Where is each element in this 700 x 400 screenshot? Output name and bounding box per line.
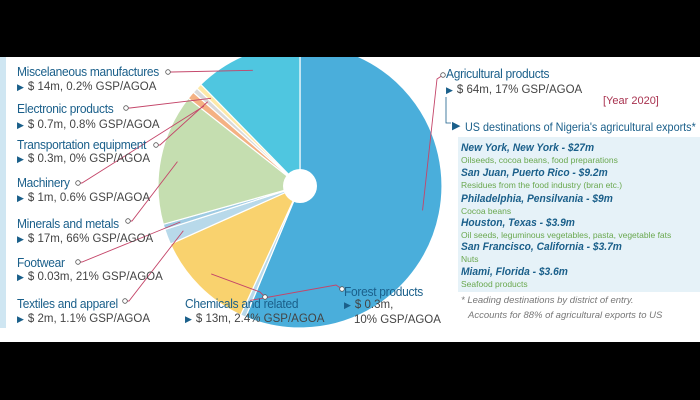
dest-desc-philadelphia: Cocoa beans bbox=[461, 206, 512, 216]
dest-city-philadelphia: Philadelphia, Pensilvania - $9m bbox=[461, 193, 613, 205]
pie-center-hole bbox=[283, 169, 317, 203]
label-textiles-apparel: Textiles and apparel bbox=[17, 296, 118, 311]
dest-city-miami: Miami, Florida - $3.6m bbox=[461, 266, 568, 278]
destinations-connector bbox=[445, 97, 451, 124]
leader-dot-minerals-and-metals bbox=[125, 218, 131, 224]
leader-dot-textiles-and-apparel bbox=[122, 298, 128, 304]
pie-slice-chemicals-and-related bbox=[169, 184, 302, 316]
value-forest-products-line2: 10% GSP/AGOA bbox=[354, 314, 441, 326]
left-accent-bar bbox=[0, 57, 6, 328]
infographic-panel: Miscelaneous manufactures ▶ $ 14m, 0.2% G… bbox=[0, 57, 700, 342]
leader-dot-transportation-equipment bbox=[153, 142, 159, 148]
pie-chart bbox=[75, 57, 451, 329]
label-transportation-equipment: Transportation equipment bbox=[17, 137, 147, 152]
footnote-share: Accounts for 88% of agricultural exports… bbox=[468, 310, 663, 321]
triangle-icon: ▶ bbox=[17, 82, 24, 92]
dest-city-san-juan: San Juan, Puerto Rico - $9.2m bbox=[461, 167, 608, 179]
leader-dot-forest-products bbox=[339, 286, 345, 292]
value-agricultural-products: ▶ $ 64m, 17% GSP/AGOA bbox=[446, 84, 583, 96]
dest-desc-miami: Seafood products bbox=[461, 279, 528, 289]
triangle-icon: ▶ bbox=[17, 193, 24, 203]
leader-dot-footwear bbox=[75, 259, 81, 265]
triangle-icon: ▶ bbox=[185, 314, 192, 324]
value-minerals-metals: ▶ $ 17m, 66% GSP/AGOA bbox=[17, 233, 154, 245]
value-chemicals: ▶ $ 13m, 2.4% GSP/AGOA bbox=[185, 313, 325, 325]
pie-slice-minerals-and-metals bbox=[157, 97, 302, 226]
triangle-icon: ▶ bbox=[17, 120, 24, 130]
dest-desc-new-york: Oilseeds, cocoa beans, food preparations bbox=[461, 155, 618, 165]
triangle-icon: ▶ bbox=[17, 154, 24, 164]
triangle-icon: ▶ bbox=[17, 272, 24, 282]
label-machinery: Machinery bbox=[17, 175, 70, 190]
leader-dot-machinery bbox=[75, 180, 81, 186]
label-minerals-metals: Minerals and metals bbox=[17, 216, 119, 231]
destinations-title: US destinations of Nigeria's agricultura… bbox=[465, 120, 696, 134]
destinations-box bbox=[458, 137, 700, 292]
value-machinery: ▶ $ 1m, 0.6% GSP/AGOA bbox=[17, 192, 150, 204]
label-forest-products: Forest products bbox=[344, 284, 423, 299]
label-misc-manufactures: Miscelaneous manufactures bbox=[17, 64, 160, 79]
value-transportation-equipment: ▶ $ 0.3m, 0% GSP/AGOA bbox=[17, 153, 150, 165]
label-electronic-products: Electronic products bbox=[17, 101, 114, 116]
label-chemicals: Chemicals and related bbox=[185, 296, 299, 311]
pie-slice-agricultural-products bbox=[244, 57, 443, 329]
label-footwear: Footwear bbox=[17, 255, 65, 270]
triangle-icon: ▶ bbox=[452, 120, 461, 132]
triangle-icon: ▶ bbox=[446, 85, 453, 95]
leader-dot-electronic-products bbox=[123, 105, 129, 111]
dest-desc-san-juan: Residues from the food industry (bran et… bbox=[461, 180, 623, 190]
footnote-destinations: * Leading destinations by district of en… bbox=[461, 295, 634, 306]
value-electronic-products: ▶ $ 0.7m, 0.8% GSP/AGOA bbox=[17, 119, 160, 131]
leader-dot-miscelaneous-manufactures bbox=[165, 69, 171, 75]
leader-dot-agricultural-products bbox=[440, 72, 446, 78]
dest-city-new-york: New York, New York - $27m bbox=[461, 142, 595, 154]
value-misc-manufactures: ▶ $ 14m, 0.2% GSP/AGOA bbox=[17, 81, 157, 93]
value-textiles-apparel: ▶ $ 2m, 1.1% GSP/AGOA bbox=[17, 313, 150, 325]
triangle-icon: ▶ bbox=[344, 300, 351, 310]
pie-slice-miscelaneous-manufactures bbox=[199, 57, 301, 188]
leader-dot-chemicals-and-related bbox=[262, 294, 268, 300]
label-agricultural-products: Agricultural products bbox=[446, 66, 550, 81]
triangle-icon: ▶ bbox=[17, 234, 24, 244]
dest-city-houston: Houston, Texas - $3.9m bbox=[461, 217, 575, 229]
triangle-icon: ▶ bbox=[17, 314, 24, 324]
dest-city-san-francisco: San Francisco, California - $3.7m bbox=[461, 241, 622, 253]
year-label: [Year 2020] bbox=[603, 95, 659, 107]
value-footwear: ▶ $ 0.03m, 21% GSP/AGOA bbox=[17, 271, 163, 283]
dest-desc-houston: Oil seeds, leguminous vegetables, pasta,… bbox=[461, 230, 672, 240]
value-forest-products: ▶ $ 0.3m, bbox=[344, 299, 394, 311]
dest-desc-san-francisco: Nuts bbox=[461, 254, 479, 264]
